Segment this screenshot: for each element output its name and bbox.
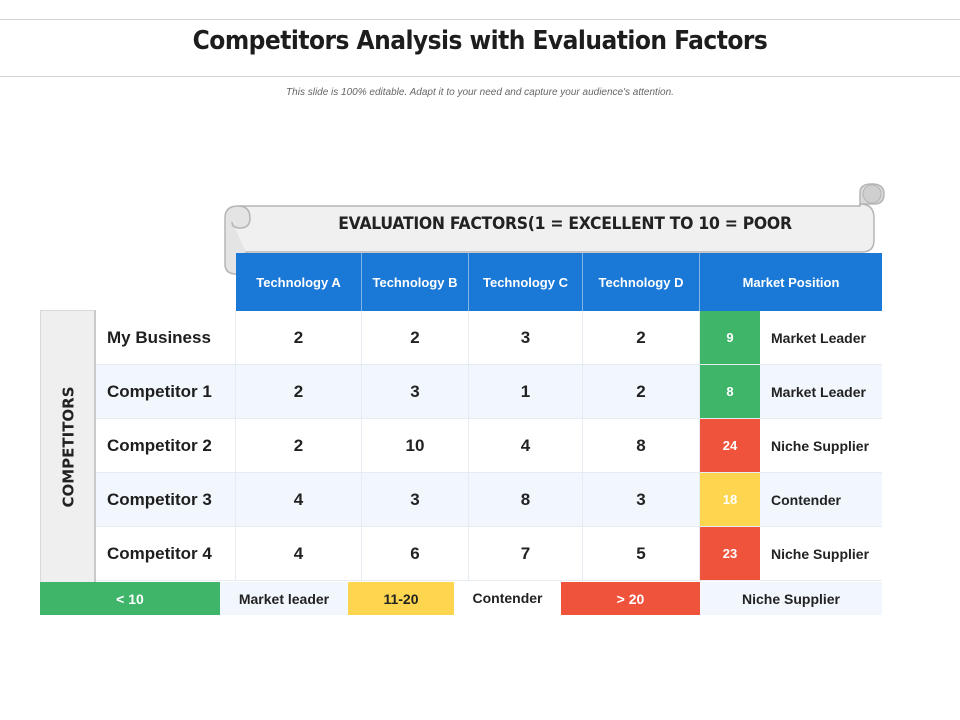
row-name: Competitor 4 [96,527,236,581]
competitors-side-panel: COMPETITORS [40,310,96,582]
market-position-value: Market Leader [760,365,882,419]
legend-label-market-leader: Market leader [220,582,348,615]
score-badge: 23 [700,527,760,581]
header-technology-b: Technology B [362,253,469,311]
table-row: Competitor 2 2 10 4 8 24 Niche Supplier [96,419,882,473]
tech-b-value: 6 [362,527,469,581]
score-badge: 9 [700,311,760,365]
legend-label-contender: Contender [454,582,561,615]
tech-c-value: 8 [469,473,583,527]
tech-b-value: 2 [362,311,469,365]
row-name: My Business [96,311,236,365]
market-position-value: Contender [760,473,882,527]
tech-b-value: 3 [362,365,469,419]
tech-a-value: 2 [236,365,362,419]
market-position-value: Market Leader [760,311,882,365]
tech-d-value: 8 [583,419,700,473]
tech-b-value: 3 [362,473,469,527]
tech-a-value: 2 [236,311,362,365]
tech-d-value: 3 [583,473,700,527]
header-technology-a: Technology A [236,253,362,311]
title-bottom-rule [0,76,960,77]
table-row: Competitor 3 4 3 8 3 18 Contender [96,473,882,527]
tech-d-value: 5 [583,527,700,581]
score-badge: 18 [700,473,760,527]
page-title: Competitors Analysis with Evaluation Fac… [192,26,768,56]
title-top-rule [0,19,960,20]
tech-d-value: 2 [583,365,700,419]
score-badge: 24 [700,419,760,473]
row-name: Competitor 2 [96,419,236,473]
header-technology-d: Technology D [583,253,700,311]
tech-c-value: 7 [469,527,583,581]
legend-range-yellow: 11-20 [348,582,454,615]
tech-a-value: 4 [236,473,362,527]
table-row: Competitor 4 4 6 7 5 23 Niche Supplier [96,527,882,581]
header-technology-c: Technology C [469,253,583,311]
evaluation-factors-banner-text: EVALUATION FACTORS(1 = EXCELLENT TO 10 =… [338,214,792,234]
header-market-position: Market Position [700,253,882,311]
page-subtitle: This slide is 100% editable. Adapt it to… [286,87,674,98]
row-name: Competitor 1 [96,365,236,419]
tech-a-value: 2 [236,419,362,473]
table-row: My Business 2 2 3 2 9 Market Leader [96,311,882,365]
legend-range-green: < 10 [40,582,220,615]
market-position-value: Niche Supplier [760,527,882,581]
table-row: Competitor 1 2 3 1 2 8 Market Leader [96,365,882,419]
legend-label-niche-supplier: Niche Supplier [700,582,882,615]
market-position-value: Niche Supplier [760,419,882,473]
tech-b-value: 10 [362,419,469,473]
competitors-side-label: COMPETITORS [60,386,79,508]
tech-c-value: 1 [469,365,583,419]
tech-c-value: 3 [469,311,583,365]
row-name: Competitor 3 [96,473,236,527]
tech-a-value: 4 [236,527,362,581]
tech-d-value: 2 [583,311,700,365]
score-badge: 8 [700,365,760,419]
legend-range-red: > 20 [561,582,700,615]
tech-c-value: 4 [469,419,583,473]
